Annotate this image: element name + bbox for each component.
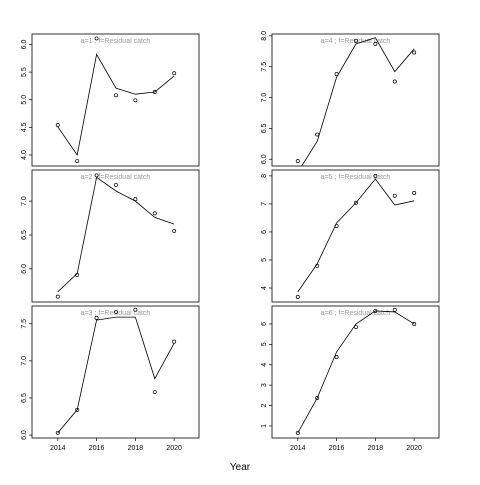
y-tick-label: 6.5 <box>261 123 268 133</box>
y-tick-label: 2 <box>261 404 268 408</box>
y-tick-label: 6 <box>261 230 268 234</box>
observed-point <box>55 430 60 435</box>
observed-point <box>55 294 60 299</box>
plot-frame <box>271 33 440 167</box>
fitted-line <box>57 176 175 293</box>
plot-frame <box>271 169 440 303</box>
plot-frame <box>31 305 200 439</box>
y-tick-label: 5.5 <box>21 67 28 77</box>
observed-point <box>315 396 320 400</box>
plot-frame <box>31 33 200 167</box>
x-tick-label: 2018 <box>128 445 144 452</box>
observed-point <box>172 71 177 76</box>
y-tick-label: 5 <box>261 342 268 346</box>
y-tick-label: 4 <box>261 286 268 290</box>
observed-point <box>392 193 397 198</box>
fitted-line <box>301 37 415 166</box>
observed-point <box>133 307 138 312</box>
observed-point <box>172 228 177 233</box>
observed-point <box>392 79 397 84</box>
y-tick-label: 8 <box>261 174 268 178</box>
observed-point <box>114 309 118 314</box>
y-tick-label: 6.5 <box>21 393 28 403</box>
y-tick-label: 6.0 <box>261 154 268 164</box>
y-tick-label: 6.0 <box>21 430 28 440</box>
observed-point <box>354 38 358 43</box>
observed-point <box>295 159 300 164</box>
observed-point <box>114 93 118 98</box>
fitted-line <box>57 53 175 156</box>
y-tick-label: 6.0 <box>21 264 28 274</box>
y-tick-label: 6.0 <box>21 40 28 50</box>
observed-point <box>315 132 320 137</box>
plot-frame <box>31 169 200 303</box>
panel-title: a=2 ; f=Residual catch <box>81 174 151 181</box>
fitted-line <box>297 310 415 434</box>
x-axis-label: Year <box>230 462 251 473</box>
observed-point <box>354 200 358 205</box>
observed-point <box>295 430 300 435</box>
fitted-line <box>297 178 415 293</box>
y-tick-label: 4.5 <box>21 122 28 132</box>
observed-point <box>334 355 339 359</box>
observed-point <box>392 307 397 312</box>
panel-title: a=1 ; f=Residual catch <box>81 38 151 45</box>
panel-title: a=5 ; f=Residual catch <box>321 174 391 181</box>
y-tick-label: 3 <box>261 383 268 387</box>
x-tick-label: 2014 <box>50 445 66 452</box>
y-tick-label: 5.0 <box>21 95 28 105</box>
y-tick-label: 7.5 <box>21 319 28 329</box>
x-tick-label: 2020 <box>406 445 422 452</box>
y-tick-label: 4.0 <box>21 150 28 160</box>
observed-point <box>354 325 358 329</box>
observed-point <box>152 211 157 216</box>
y-tick-label: 8.0 <box>261 31 268 41</box>
observed-point <box>114 182 118 187</box>
y-tick-label: 7 <box>261 202 268 206</box>
observed-point <box>152 390 157 394</box>
observed-point <box>94 315 99 320</box>
y-tick-label: 5 <box>261 258 268 262</box>
observed-point <box>55 123 60 128</box>
fitted-line <box>57 316 175 434</box>
y-tick-label: 7.5 <box>261 62 268 72</box>
x-tick-label: 2018 <box>368 445 384 452</box>
panel-title: a=6 ; f=Residual catch <box>321 310 391 317</box>
y-tick-label: 6.5 <box>21 230 28 240</box>
panel-title: a=4 ; f=Residual catch <box>321 38 391 45</box>
x-tick-label: 2020 <box>166 445 182 452</box>
plot-frame <box>271 305 440 439</box>
x-tick-label: 2016 <box>89 445 105 452</box>
observed-point <box>412 191 417 195</box>
y-tick-label: 7.0 <box>21 356 28 366</box>
observed-point <box>94 36 99 41</box>
x-tick-label: 2014 <box>290 445 306 452</box>
observed-point <box>295 295 300 299</box>
y-tick-label: 1 <box>261 424 268 428</box>
observed-point <box>172 339 177 344</box>
y-tick-label: 6 <box>261 322 268 326</box>
y-tick-label: 4 <box>261 363 268 367</box>
y-tick-label: 7.0 <box>21 196 28 206</box>
observed-point <box>412 322 417 326</box>
observed-point <box>373 41 378 46</box>
observed-point <box>133 98 138 103</box>
observed-point <box>373 173 378 178</box>
x-tick-label: 2016 <box>329 445 345 452</box>
observed-point <box>412 50 417 55</box>
observed-point <box>75 159 80 163</box>
y-tick-label: 7.0 <box>261 93 268 103</box>
